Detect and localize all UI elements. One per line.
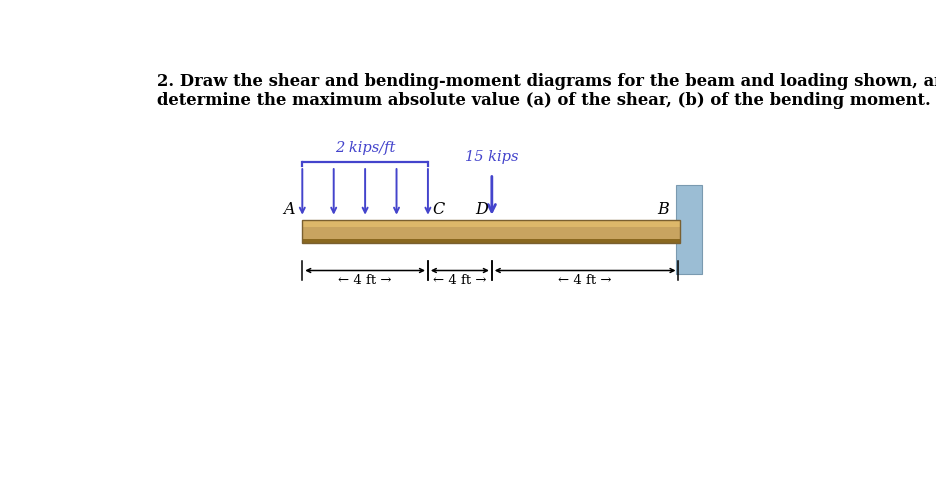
Text: 2 kips/ft: 2 kips/ft [334, 141, 395, 155]
Text: A: A [284, 201, 295, 218]
Text: ← 4 ft →: ← 4 ft → [558, 274, 611, 287]
Bar [302, 227, 680, 239]
Text: 2. Draw the shear and bending-moment diagrams for the beam and loading shown, an: 2. Draw the shear and bending-moment dia… [157, 73, 936, 90]
Bar [302, 239, 680, 242]
Text: C: C [431, 201, 444, 218]
Bar [302, 220, 680, 242]
Text: ← 4 ft →: ← 4 ft → [338, 274, 391, 287]
Text: determine the maximum absolute value (a) of the shear, (b) of the bending moment: determine the maximum absolute value (a)… [157, 91, 929, 108]
Bar [302, 220, 680, 227]
Text: D: D [475, 201, 488, 218]
Text: B: B [656, 201, 668, 218]
Text: ← 4 ft →: ← 4 ft → [432, 274, 486, 287]
Text: 15 kips: 15 kips [464, 151, 518, 164]
Bar [676, 185, 701, 274]
